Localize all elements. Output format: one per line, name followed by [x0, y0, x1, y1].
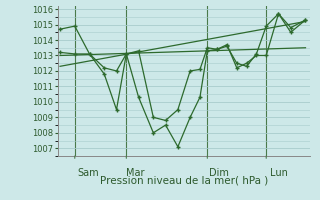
Text: Sam: Sam	[78, 168, 100, 178]
Text: Dim: Dim	[209, 168, 229, 178]
Text: Lun: Lun	[270, 168, 288, 178]
Text: Mar: Mar	[126, 168, 144, 178]
X-axis label: Pression niveau de la mer( hPa ): Pression niveau de la mer( hPa )	[100, 175, 268, 185]
